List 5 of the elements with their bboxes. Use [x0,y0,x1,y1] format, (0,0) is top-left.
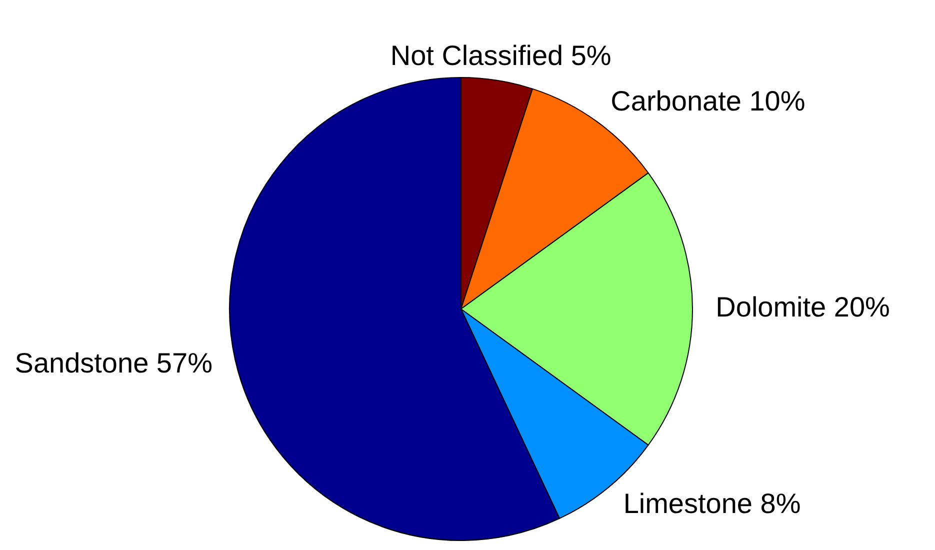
slice-label: Carbonate 10% [610,86,806,117]
slice-label: Not Classified 5% [390,40,612,72]
slice-label: Limestone 8% [623,488,801,519]
slice-label: Dolomite 20% [716,292,890,323]
slice-label: Sandstone 57% [14,347,212,378]
